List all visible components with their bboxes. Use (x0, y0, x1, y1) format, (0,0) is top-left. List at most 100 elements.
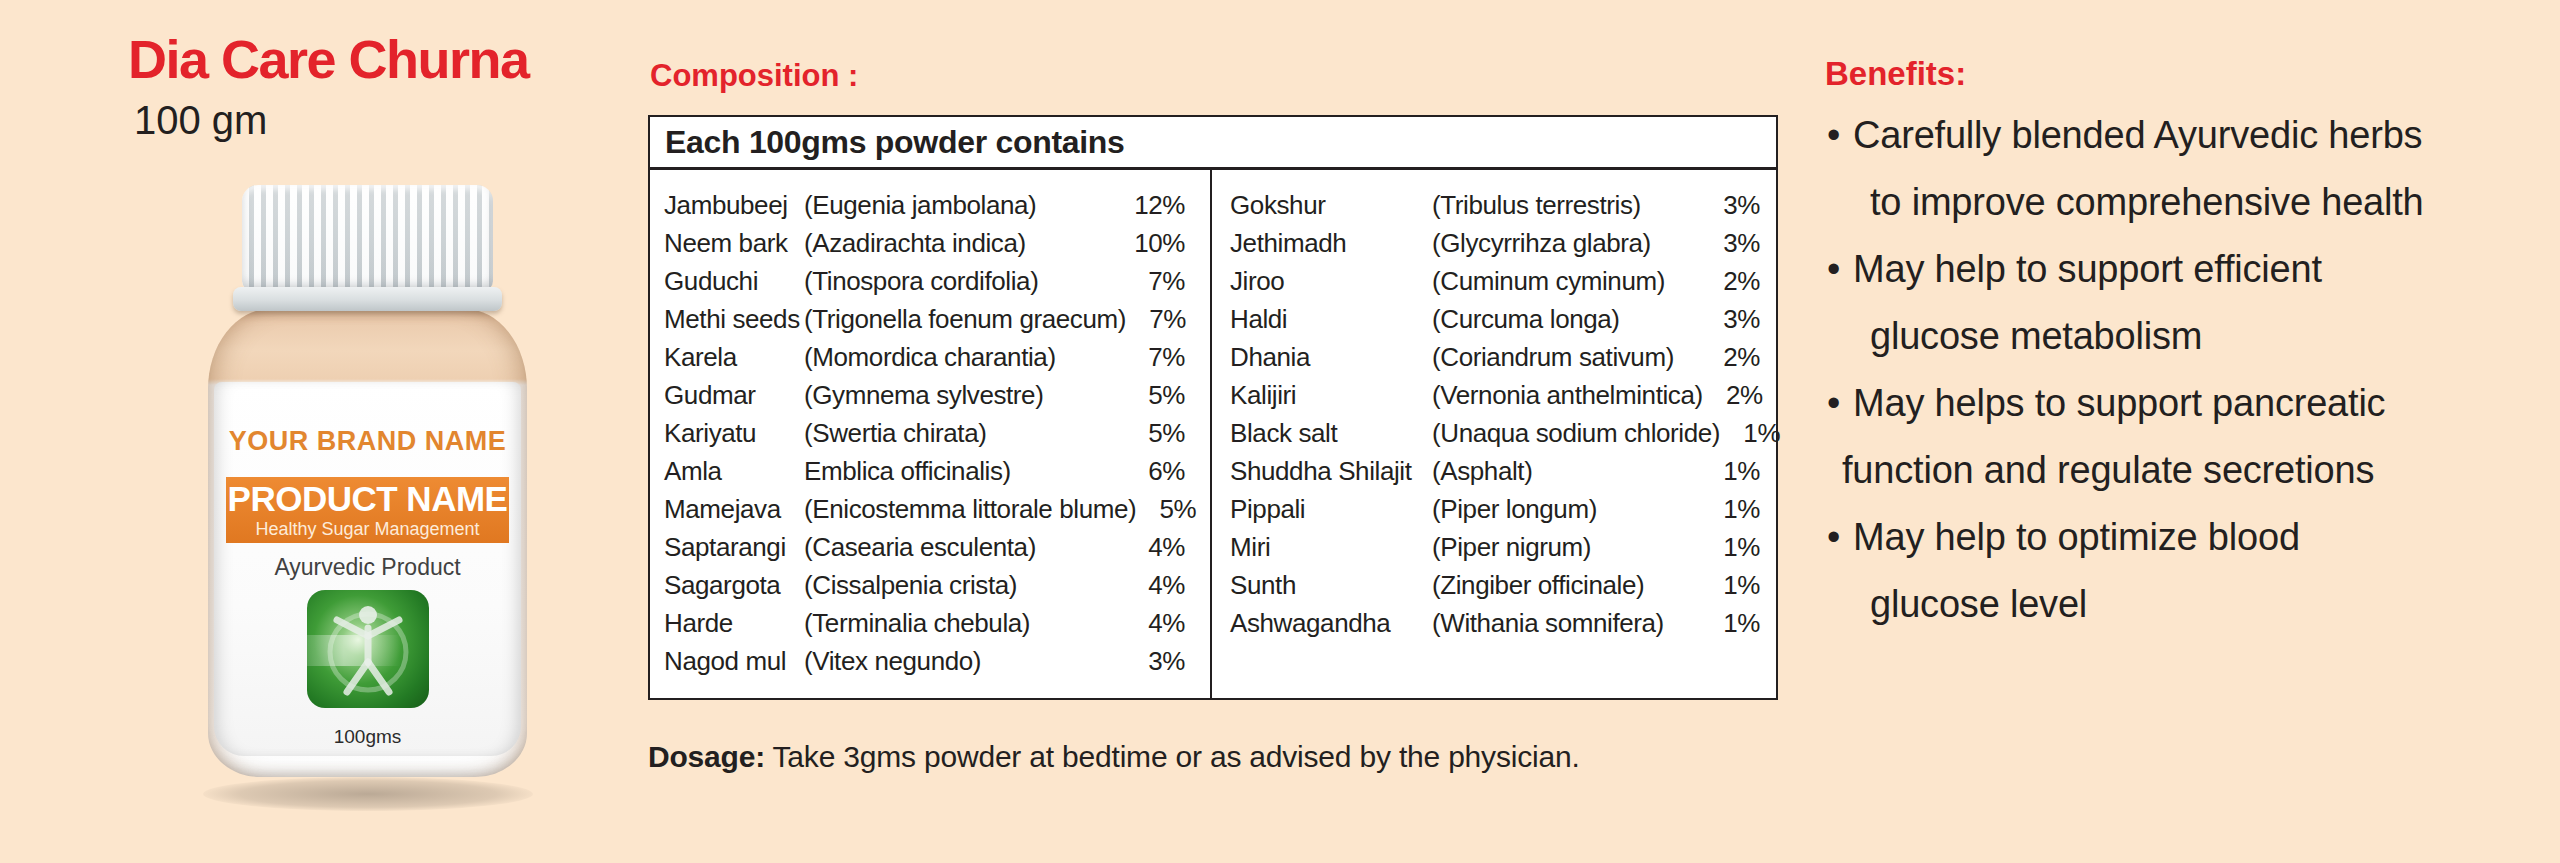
ingredient-latin: (Tinospora cordifolia) (804, 266, 1125, 297)
ingredient-name: Guduchi (664, 266, 804, 297)
ingredient-percent: 3% (1125, 646, 1185, 677)
ingredient-latin: (Asphalt) (1432, 456, 1700, 487)
ingredient-name: Sagargota (664, 570, 804, 601)
ingredient-percent: 7% (1125, 266, 1185, 297)
benefit-item: •May help to optimize bloodglucose level (1827, 504, 2552, 638)
ingredient-name: Dhania (1230, 342, 1432, 373)
table-row: Shuddha Shilajit(Asphalt)1% (1212, 452, 1776, 490)
ingredient-percent: 2% (1700, 266, 1760, 297)
bottle-label: YOUR BRAND NAME PRODUCT NAME Healthy Sug… (214, 382, 521, 756)
bottle-shadow (203, 777, 533, 811)
ingredient-name: Nagod mul (664, 646, 804, 677)
ingredient-latin: (Piper longum) (1432, 494, 1700, 525)
table-row: Jethimadh(Glycyrrihza glabra)3% (1212, 224, 1776, 262)
product-info-sheet: Dia Care Churna 100 gm YOUR BRAND NAME P… (0, 0, 2560, 863)
ingredient-name: Sunth (1230, 570, 1432, 601)
table-row: Nagod mul(Vitex negundo)3% (650, 642, 1210, 680)
dosage-line: Dosage: Take 3gms powder at bedtime or a… (648, 740, 1580, 774)
bottle-body: YOUR BRAND NAME PRODUCT NAME Healthy Sug… (208, 309, 527, 777)
bottle-product-name: PRODUCT NAME (228, 480, 508, 518)
ingredient-latin: (Coriandrum sativum) (1432, 342, 1700, 373)
bullet-icon: • (1827, 370, 1853, 437)
ingredient-percent: 1% (1700, 532, 1760, 563)
product-bottle-image: YOUR BRAND NAME PRODUCT NAME Healthy Sug… (195, 185, 535, 810)
bottle-cap-flange (233, 287, 502, 311)
ingredient-percent: 4% (1125, 570, 1185, 601)
benefit-item: •May help to support efficientglucose me… (1827, 236, 2552, 370)
ingredient-percent: 3% (1700, 190, 1760, 221)
ingredient-percent: 6% (1125, 456, 1185, 487)
table-row: Mamejava(Enicostemma littorale blume)5% (650, 490, 1210, 528)
dosage-text: Take 3gms powder at bedtime or as advise… (765, 740, 1580, 773)
table-row: Jambubeej(Eugenia jambolana)12% (650, 186, 1210, 224)
table-row: Methi seeds(Trigonella foenum graecum)7% (650, 300, 1210, 338)
ingredient-name: Amla (664, 456, 804, 487)
ingredient-percent: 5% (1136, 494, 1196, 525)
ingredient-percent: 12% (1125, 190, 1185, 221)
ingredient-name: Jambubeej (664, 190, 804, 221)
ingredient-name: Neem bark (664, 228, 804, 259)
ingredient-name: Saptarangi (664, 532, 804, 563)
bottle-size: 100gms (214, 726, 521, 748)
benefit-line: to improve comprehensive health (1827, 169, 2552, 236)
composition-heading: Composition : (650, 58, 858, 94)
table-row: Haldi(Curcuma longa)3% (1212, 300, 1776, 338)
product-weight: 100 gm (134, 98, 267, 143)
ingredient-latin: (Cuminum cyminum) (1432, 266, 1700, 297)
benefit-line: •May help to optimize blood (1827, 504, 2552, 571)
composition-table: Each 100gms powder contains Jambubeej(Eu… (648, 115, 1778, 700)
table-row: Neem bark(Azadirachta indica)10% (650, 224, 1210, 262)
ingredient-name: Shuddha Shilajit (1230, 456, 1432, 487)
ingredient-percent: 7% (1126, 304, 1186, 335)
product-title: Dia Care Churna (128, 28, 529, 90)
ingredient-latin: (Vitex negundo) (804, 646, 1125, 677)
ingredient-percent: 1% (1700, 608, 1760, 639)
ingredient-percent: 5% (1125, 418, 1185, 449)
table-row: Black salt(Unaqua sodium chloride)1% (1212, 414, 1776, 452)
table-row: Ashwagandha(Withania somnifera)1% (1212, 604, 1776, 642)
ingredient-name: Kariyatu (664, 418, 804, 449)
ingredient-percent: 7% (1125, 342, 1185, 373)
table-row: Dhania(Coriandrum sativum)2% (1212, 338, 1776, 376)
ingredient-latin: (Enicostemma littorale blume) (804, 494, 1136, 525)
ingredient-percent: 1% (1700, 456, 1760, 487)
table-row: Pippali(Piper longum)1% (1212, 490, 1776, 528)
ingredient-latin: (Withania somnifera) (1432, 608, 1700, 639)
ingredient-name: Gudmar (664, 380, 804, 411)
benefit-item: •Carefully blended Ayurvedic herbsto imp… (1827, 102, 2552, 236)
ingredient-latin: (Casearia esculenta) (804, 532, 1125, 563)
table-row: Guduchi(Tinospora cordifolia)7% (650, 262, 1210, 300)
composition-table-header: Each 100gms powder contains (650, 117, 1776, 170)
bottle-tagline: Healthy Sugar Management (255, 518, 479, 540)
ingredient-latin: (Zingiber officinale) (1432, 570, 1700, 601)
ingredient-name: Miri (1230, 532, 1432, 563)
bottle-cap (242, 185, 493, 291)
table-row: AmlaEmblica officinalis)6% (650, 452, 1210, 490)
ingredient-name: Mamejava (664, 494, 804, 525)
ingredient-percent: 3% (1700, 228, 1760, 259)
ingredient-percent: 1% (1700, 494, 1760, 525)
table-row: Sagargota(Cissalpenia crista)4% (650, 566, 1210, 604)
ingredient-percent: 5% (1125, 380, 1185, 411)
benefits-list: •Carefully blended Ayurvedic herbsto imp… (1827, 102, 2552, 638)
ingredient-name: Ashwagandha (1230, 608, 1432, 639)
ingredient-percent: 10% (1125, 228, 1185, 259)
ingredient-percent: 2% (1703, 380, 1763, 411)
ingredient-name: Black salt (1230, 418, 1432, 449)
ingredient-percent: 2% (1700, 342, 1760, 373)
ingredient-latin: (Unaqua sodium chloride) (1432, 418, 1720, 449)
bottle-product-band: PRODUCT NAME Healthy Sugar Management (226, 477, 509, 543)
ingredient-latin: (Curcuma longa) (1432, 304, 1700, 335)
table-row: Sunth(Zingiber officinale)1% (1212, 566, 1776, 604)
ingredient-latin: (Terminalia chebula) (804, 608, 1125, 639)
table-row: Gokshur(Tribulus terrestris)3% (1212, 186, 1776, 224)
benefit-line: •Carefully blended Ayurvedic herbs (1827, 102, 2552, 169)
ingredient-name: Jiroo (1230, 266, 1432, 297)
benefit-line: •May help to support efficient (1827, 236, 2552, 303)
ingredient-latin: (Trigonella foenum graecum) (804, 304, 1126, 335)
ingredient-name: Gokshur (1230, 190, 1432, 221)
table-row: Harde(Terminalia chebula)4% (650, 604, 1210, 642)
ingredient-name: Pippali (1230, 494, 1432, 525)
ingredient-percent: 4% (1125, 608, 1185, 639)
table-row: Saptarangi(Casearia esculenta)4% (650, 528, 1210, 566)
